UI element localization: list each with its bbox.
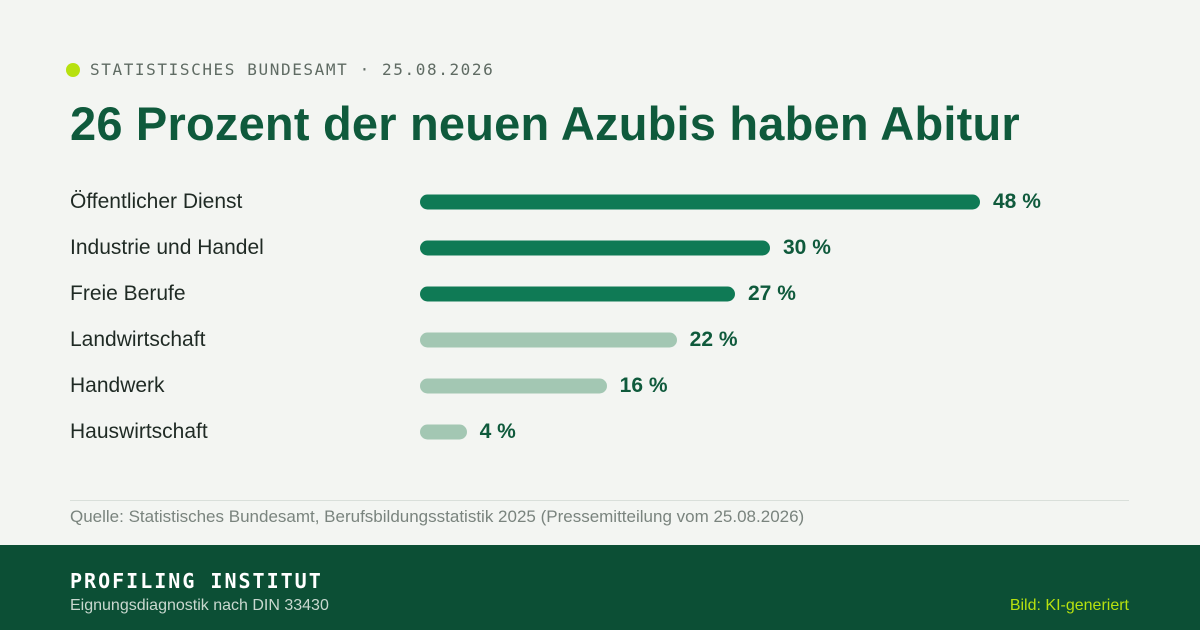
- image-credit: Bild: KI-generiert: [1009, 597, 1129, 614]
- category-label: Landwirtschaft: [70, 328, 206, 351]
- accent-dot-icon: [66, 62, 80, 77]
- bar: [420, 194, 980, 210]
- brand-name: PROFILING INSTITUT: [70, 569, 323, 593]
- bar: [420, 424, 467, 440]
- bar: [420, 378, 607, 394]
- chart-title: 26 Prozent der neuen Azubis haben Abitur: [70, 97, 1020, 150]
- value-label: 30 %: [783, 236, 831, 259]
- source-date-label: STATISTISCHES BUNDESAMT · 25.08.2026: [90, 60, 495, 79]
- value-label: 48 %: [993, 190, 1041, 213]
- bar: [420, 332, 677, 348]
- category-label: Industrie und Handel: [70, 236, 264, 259]
- divider: [70, 500, 1129, 501]
- category-label: Hauswirtschaft: [70, 420, 208, 443]
- brand-tagline: Eignungsdiagnostik nach DIN 33430: [70, 597, 329, 614]
- footer: PROFILING INSTITUT Eignungsdiagnostik na…: [0, 545, 1200, 630]
- source-header: STATISTISCHES BUNDESAMT · 25.08.2026: [66, 60, 494, 79]
- category-label: Handwerk: [70, 374, 165, 397]
- value-label: 16 %: [619, 374, 668, 397]
- value-label: 22 %: [689, 328, 738, 351]
- value-label: 27 %: [748, 282, 796, 305]
- bar-chart: Öffentlicher Dienst 48 % Industrie und Han…: [70, 190, 1041, 443]
- category-label: Freie Berufe: [70, 282, 186, 305]
- value-label: 4 %: [479, 420, 516, 443]
- category-label: Öffentlicher Dienst: [70, 190, 243, 213]
- bar: [420, 286, 735, 302]
- source-note: Quelle: Statistisches Bundesamt, Berufsb…: [70, 507, 805, 526]
- bar: [420, 240, 770, 256]
